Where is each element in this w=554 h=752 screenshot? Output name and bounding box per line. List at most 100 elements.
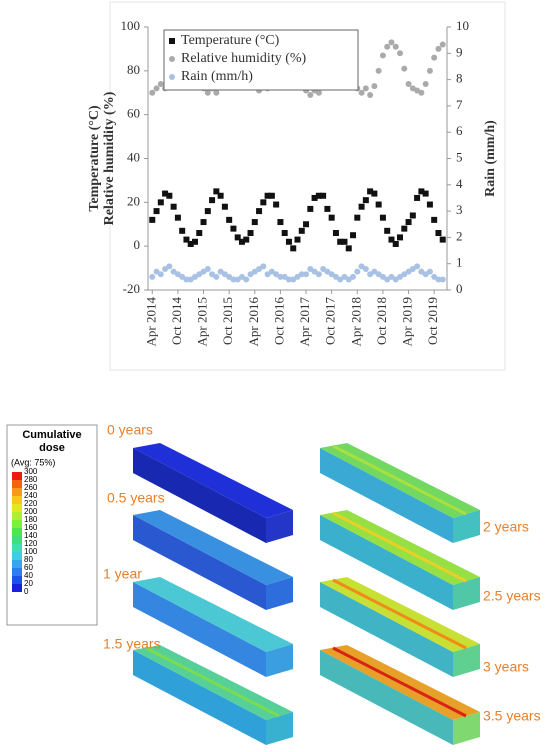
point bbox=[431, 217, 437, 223]
point bbox=[213, 274, 219, 280]
point bbox=[290, 245, 296, 251]
point bbox=[175, 215, 181, 221]
y2-tick-label: 5 bbox=[456, 149, 463, 164]
point bbox=[384, 44, 390, 50]
beam-label: 2.5 years bbox=[483, 588, 541, 604]
y-tick-label: 60 bbox=[127, 106, 140, 121]
point bbox=[277, 219, 283, 225]
colorbar-subtitle: (Avg: 75%) bbox=[11, 457, 55, 467]
point bbox=[401, 66, 407, 72]
point bbox=[252, 219, 258, 225]
point bbox=[154, 208, 160, 214]
point bbox=[376, 68, 382, 74]
point bbox=[388, 39, 394, 45]
point bbox=[329, 215, 335, 221]
colorbar-swatch bbox=[12, 576, 22, 584]
point bbox=[149, 274, 155, 280]
point bbox=[179, 228, 185, 234]
point bbox=[303, 221, 309, 227]
colorbar-swatch bbox=[12, 496, 22, 504]
point bbox=[149, 217, 155, 223]
point bbox=[418, 90, 424, 96]
y2-tick-label: 8 bbox=[456, 71, 463, 86]
beam-label: 2 years bbox=[483, 519, 529, 535]
point bbox=[406, 219, 412, 225]
y-tick-label: 40 bbox=[127, 149, 140, 164]
y-tick-label: 100 bbox=[121, 18, 141, 33]
point bbox=[397, 50, 403, 56]
point bbox=[248, 230, 254, 236]
point bbox=[397, 234, 403, 240]
point bbox=[363, 197, 369, 203]
x-tick-label: Apr 2015 bbox=[195, 297, 210, 346]
point bbox=[371, 83, 377, 89]
legend-marker bbox=[169, 74, 175, 80]
point bbox=[380, 215, 386, 221]
x-tick-label: Oct 2018 bbox=[374, 297, 389, 345]
point bbox=[423, 191, 429, 197]
point bbox=[435, 230, 441, 236]
colorbar-swatch bbox=[12, 488, 22, 496]
colorbar-swatch bbox=[12, 480, 22, 488]
point bbox=[213, 90, 219, 96]
point bbox=[316, 90, 322, 96]
point bbox=[316, 271, 322, 277]
y2-tick-label: 6 bbox=[456, 123, 463, 138]
point bbox=[243, 276, 249, 282]
point bbox=[230, 226, 236, 232]
colorbar-title: Cumulative dose bbox=[8, 429, 96, 455]
point bbox=[350, 274, 356, 280]
y2-axis-label: Rain (mm/h) bbox=[483, 120, 498, 197]
colorbar-swatch bbox=[12, 528, 22, 536]
colorbar-swatch bbox=[12, 560, 22, 568]
x-tick-label: Apr 2017 bbox=[297, 297, 312, 347]
point bbox=[158, 81, 164, 87]
point bbox=[393, 241, 399, 247]
point bbox=[414, 195, 420, 201]
point bbox=[346, 245, 352, 251]
x-tick-label: Apr 2018 bbox=[348, 297, 363, 346]
point bbox=[256, 208, 262, 214]
point bbox=[440, 237, 446, 243]
y-tick-label: 0 bbox=[134, 237, 141, 252]
point bbox=[423, 81, 429, 87]
y2-tick-label: 0 bbox=[456, 281, 463, 296]
point bbox=[166, 263, 172, 269]
point bbox=[406, 81, 412, 87]
point bbox=[427, 269, 433, 275]
point bbox=[299, 228, 305, 234]
y2-tick-label: 7 bbox=[456, 97, 463, 112]
legend-label: Relative humidity (%) bbox=[181, 51, 307, 66]
colorbar-swatch bbox=[12, 568, 22, 576]
y2-tick-label: 3 bbox=[456, 202, 463, 217]
x-tick-label: Apr 2014 bbox=[143, 297, 158, 347]
legend-label: Temperature (°C) bbox=[181, 33, 280, 48]
beam-label: 0 years bbox=[107, 422, 153, 438]
point bbox=[222, 204, 228, 210]
point bbox=[307, 206, 313, 212]
point bbox=[333, 230, 339, 236]
point bbox=[427, 202, 433, 208]
colorbar-swatch bbox=[12, 520, 22, 528]
point bbox=[341, 239, 347, 245]
point bbox=[260, 199, 266, 205]
point bbox=[303, 271, 309, 277]
point bbox=[401, 226, 407, 232]
beam-label: 1.5 years bbox=[103, 636, 161, 652]
legend-marker bbox=[169, 38, 175, 44]
y-axis-label: Relative humidity (%) bbox=[102, 91, 117, 225]
y-tick-label: 20 bbox=[127, 193, 140, 208]
x-tick-label: Oct 2019 bbox=[425, 297, 440, 345]
point bbox=[149, 90, 155, 96]
point bbox=[154, 85, 160, 91]
point bbox=[393, 44, 399, 50]
x-tick-label: Oct 2014 bbox=[169, 297, 184, 346]
point bbox=[371, 191, 377, 197]
page: -20020406080100012345678910Apr 2014Oct 2… bbox=[0, 0, 554, 752]
point bbox=[171, 204, 177, 210]
y-tick-label: -20 bbox=[123, 281, 140, 296]
x-tick-label: Apr 2019 bbox=[400, 297, 415, 346]
point bbox=[226, 217, 232, 223]
beam-label: 0.5 years bbox=[107, 490, 165, 506]
x-tick-label: Oct 2016 bbox=[271, 297, 286, 346]
